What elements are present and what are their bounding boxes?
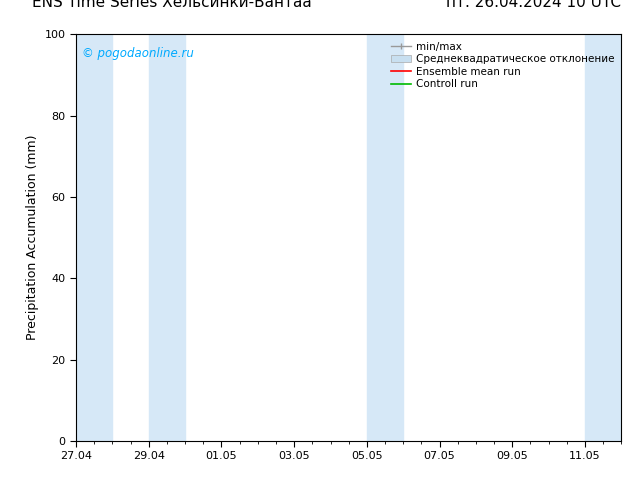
Legend: min/max, Среднеквадратическое отклонение, Ensemble mean run, Controll run: min/max, Среднеквадратическое отклонение… xyxy=(386,37,618,94)
Text: © pogodaonline.ru: © pogodaonline.ru xyxy=(82,47,193,59)
Bar xyxy=(149,34,185,441)
Text: пт. 26.04.2024 10 UTC: пт. 26.04.2024 10 UTC xyxy=(446,0,621,10)
Bar xyxy=(585,34,621,441)
Bar xyxy=(367,34,403,441)
Text: ENS Time Series Хельсинки-Вантаа: ENS Time Series Хельсинки-Вантаа xyxy=(32,0,312,10)
Bar xyxy=(76,34,112,441)
Y-axis label: Precipitation Accumulation (mm): Precipitation Accumulation (mm) xyxy=(26,135,39,341)
